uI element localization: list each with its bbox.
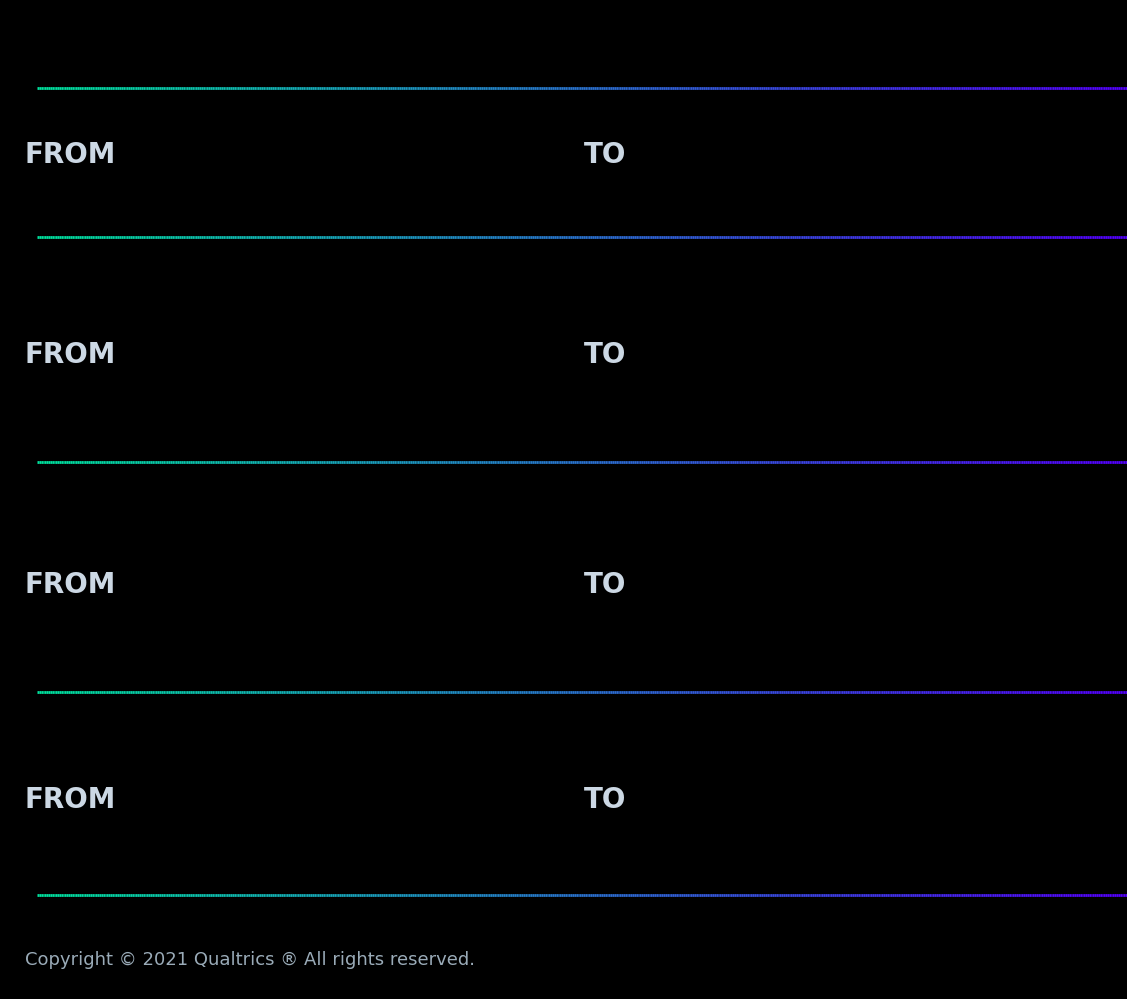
Text: TO: TO bbox=[584, 571, 627, 599]
Text: FROM: FROM bbox=[25, 141, 116, 169]
Text: Predictive & prescriptive insights: Predictive & prescriptive insights bbox=[584, 630, 905, 649]
Text: Relationship Measurement Programs: Relationship Measurement Programs bbox=[25, 201, 383, 220]
Text: Isolated measurement events: Isolated measurement events bbox=[25, 401, 316, 420]
Text: Relationship Measurement Systems: Relationship Measurement Systems bbox=[584, 201, 932, 220]
Text: Rear-view mirror metrics: Rear-view mirror metrics bbox=[25, 630, 265, 649]
Text: FROM: FROM bbox=[25, 786, 116, 814]
Text: TO: TO bbox=[584, 786, 627, 814]
Text: TO: TO bbox=[584, 141, 627, 169]
Text: Siloed data: Siloed data bbox=[25, 845, 134, 864]
Text: FROM: FROM bbox=[25, 571, 116, 599]
Text: FROM: FROM bbox=[25, 341, 116, 369]
Text: TO: TO bbox=[584, 341, 627, 369]
Text: Continuous listening: Continuous listening bbox=[584, 401, 783, 420]
Text: Copyright © 2021 Qualtrics ® All rights reserved.: Copyright © 2021 Qualtrics ® All rights … bbox=[25, 951, 474, 969]
Text: Connected data across the enterprise: Connected data across the enterprise bbox=[584, 845, 952, 864]
